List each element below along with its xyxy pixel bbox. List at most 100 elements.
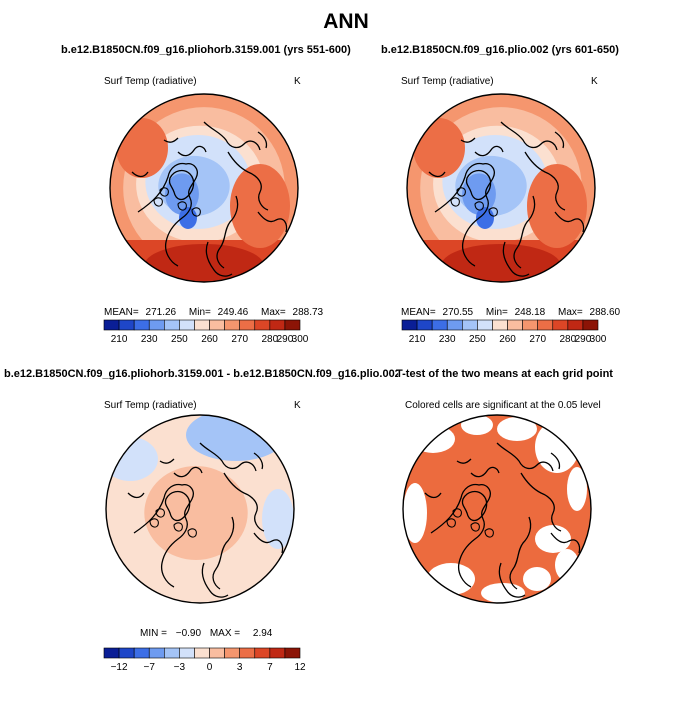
panel3-stats: MIN = −0.90 MAX = 2.94 [140,628,272,639]
panel2-mean-value: 270.55 [442,307,474,318]
panel3-map-northwest-cool [106,437,158,481]
panel4-map-coastline-0 [430,483,491,588]
panel2-colorbar-box-7 [507,319,523,331]
panel1-colorbar-box-11 [269,319,286,331]
panel3-title: b.e12.B1850CN.f09_g16.pliohorb.3159.001 … [4,368,398,380]
panel2-colorbar-box-2 [431,319,448,331]
panel1-colorbar-tick-label: 210 [111,334,128,345]
panel3-map-coastline-3 [212,516,235,590]
panel2-colorbar-tick-label: 290 [575,334,592,345]
panel4-map-coastline-2 [520,472,562,532]
panel3-map-coastline-9 [201,562,229,598]
panel3-colorbar: −12 −7 −3 0 3 7 12 [103,647,306,673]
panel1-map-greenland-outline [168,169,195,201]
panel3-colorbar-box-12 [284,647,301,659]
panel3-map-coastline-0 [133,483,194,588]
panel4-map-nonsignificant-patch-2 [497,417,537,441]
panel2-map [406,93,596,283]
panel1-map [109,93,299,283]
panel4-map-coastline-7 [550,452,561,470]
panel3-colorbar-tick-label: 7 [267,662,273,673]
panel4-map-coastline-5 [470,466,500,478]
panel1-map-coastline-4 [257,211,288,233]
panel2-stats: MEAN= 270.55 Min= 248.18 Max= 288.60 [401,307,620,318]
panel2-min-label: Min= [485,307,508,318]
panel3-map-coastline-2 [223,472,265,532]
panel3-colorbar-box-6 [194,647,210,659]
panel3-map-coastline-8 [127,492,145,499]
panel1-colorbar-tick-label: 290 [277,334,294,345]
panel3-colorbar-tick-label: −12 [111,662,128,673]
panel3-max-label: MAX = [209,628,241,639]
panel1-colorbar-box-8 [224,319,240,331]
panel2-colorbar-box-12 [582,319,599,331]
panel2-title: b.e12.B1850CN.f09_g16.plio.002 (yrs 601-… [381,44,619,56]
panel4-map-nonsignificant-patch-5 [535,525,571,553]
panel3-colorbar-box-8 [224,647,240,659]
panel4-map-nonsignificant-patch-8 [481,583,525,603]
panel4-significance-note: Colored cells are significant at the 0.0… [405,400,601,411]
panel4-map-nonsignificant-patch-1 [461,415,493,435]
panel3-max-value: 2.94 [252,628,273,639]
panel2-colorbar-tick-label: 260 [499,334,516,345]
panel4-map-greenland-outline [461,490,488,522]
panel1-colorbar-box-9 [239,319,256,331]
panel3-colorbar-box-11 [269,647,286,659]
panel2-colorbar-box-9 [537,319,554,331]
panel2-map-coastline-6 [460,137,476,143]
panel4-map-nonsignificant-patch-4 [567,467,587,511]
panel1-colorbar-tick-label: 260 [201,334,218,345]
panel1-variable-label: Surf Temp (radiative) [104,76,197,87]
panel3-colorbar-box-2 [133,647,150,659]
main-title: ANN [323,10,369,33]
panel3-map-island-2 [149,518,159,528]
panel1-colorbar-box-5 [179,319,195,331]
panel2-colorbar-box-1 [416,319,433,331]
panel2-colorbar-box-8 [522,319,538,331]
panel1-map-coastline-6 [163,137,179,143]
panel2-colorbar-box-0 [401,319,418,331]
panel1-max-label: Max= [261,307,286,318]
panel4-map-island-2 [446,518,456,528]
panel3-min-label: MIN = [140,628,167,639]
panel2-colorbar-box-11 [567,319,584,331]
panel2-colorbar-box-5 [477,319,493,331]
panel3-map-island-0 [155,508,165,518]
panel1-map-atlantic-warm [116,118,168,178]
panel1-mean-label: MEAN= [104,307,139,318]
panel2-map-coastline-2 [524,151,566,211]
panel3-variable-label: Surf Temp (radiative) [104,400,197,411]
panel1-map-coastline-0 [137,162,198,267]
panel4-title: T-test of the two means at each grid poi… [396,368,613,380]
panel1-map-border [109,93,299,283]
panel3-colorbar-box-9 [239,647,256,659]
panel3-units: K [294,400,301,411]
panel2-colorbar-tick-label: 300 [590,334,607,345]
panel1-max-value: 288.73 [292,307,324,318]
panel3-map-coastline-1 [199,442,257,472]
panel1-colorbar-box-0 [103,319,120,331]
panel3-colorbar-tick-label: 3 [237,662,243,673]
panel3-map-coastline-4 [253,532,284,554]
panel4-map [402,414,592,604]
panel2-map-coastline-3 [513,195,536,269]
panel1-colorbar-box-7 [209,319,225,331]
panel1-map-greenland-cold [165,173,199,215]
panel4-map-nonsignificant-patch-10 [555,549,579,581]
panel1-map-island-2 [153,197,163,207]
panel1-map-pacific-warm [230,164,290,248]
panel2-map-field [407,94,595,282]
panel1-colorbar-box-10 [254,319,271,331]
panel4-map-coastline-6 [456,458,472,464]
panel1-stats: MEAN= 271.26 Min= 249.46 Max= 288.73 [104,307,323,318]
panel1-title: b.e12.B1850CN.f09_g16.pliohorb.3159.001 … [61,44,351,56]
panel2-map-atlantic-warm [413,118,465,178]
panel2-colorbar-box-3 [446,319,463,331]
panel1-mean-value: 271.26 [145,307,177,318]
panel2-map-island-0 [456,187,466,197]
panel3-map-field [106,415,294,603]
panel2-mean-label: MEAN= [401,307,436,318]
panel1-min-value: 249.46 [217,307,249,318]
panel4-map-coastline-9 [498,562,526,598]
